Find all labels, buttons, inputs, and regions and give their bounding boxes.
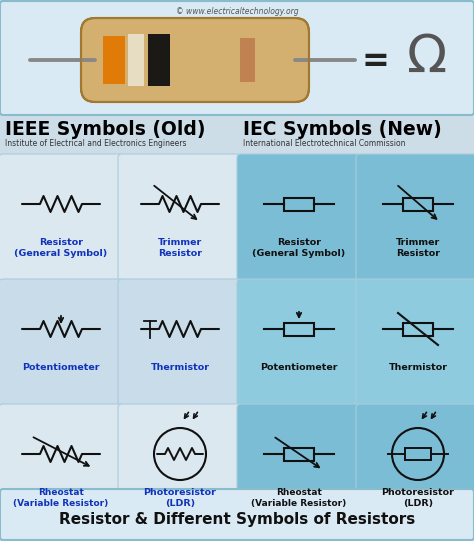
Text: Trimmer
Resistor: Trimmer Resistor (396, 238, 440, 258)
FancyBboxPatch shape (356, 404, 474, 532)
FancyBboxPatch shape (0, 154, 123, 282)
Text: Photoresistor
(LDR): Photoresistor (LDR) (144, 488, 217, 508)
Bar (405, 448, 431, 459)
Bar (284, 447, 314, 460)
FancyBboxPatch shape (118, 279, 242, 407)
FancyBboxPatch shape (237, 404, 361, 532)
Text: Resistor & Different Symbols of Resistors: Resistor & Different Symbols of Resistor… (59, 512, 415, 527)
FancyBboxPatch shape (0, 404, 123, 532)
Text: Photoresistor
(LDR): Photoresistor (LDR) (382, 488, 455, 508)
Bar (403, 197, 433, 210)
FancyBboxPatch shape (356, 279, 474, 407)
Text: Resistor
(General Symbol): Resistor (General Symbol) (252, 238, 346, 258)
FancyBboxPatch shape (0, 279, 123, 407)
FancyBboxPatch shape (118, 404, 242, 532)
Text: Rheostat
(Variable Resistor): Rheostat (Variable Resistor) (251, 488, 346, 508)
Text: Rheostat
(Variable Resistor): Rheostat (Variable Resistor) (13, 488, 109, 508)
FancyBboxPatch shape (0, 1, 474, 115)
Text: Trimmer
Resistor: Trimmer Resistor (158, 238, 202, 258)
Text: Thermistor: Thermistor (151, 363, 210, 372)
FancyBboxPatch shape (237, 279, 361, 407)
Text: Potentiometer: Potentiometer (22, 363, 100, 372)
Bar (403, 322, 433, 335)
FancyBboxPatch shape (118, 154, 242, 282)
Bar (103, 36, 125, 84)
Text: =: = (361, 45, 389, 78)
Text: Thermistor: Thermistor (389, 363, 447, 372)
Bar (148, 34, 170, 86)
Bar (128, 34, 144, 86)
Text: Potentiometer: Potentiometer (260, 363, 338, 372)
FancyBboxPatch shape (0, 489, 474, 540)
Bar (284, 322, 314, 335)
Bar (240, 38, 255, 82)
FancyBboxPatch shape (237, 154, 361, 282)
Bar (284, 197, 314, 210)
Text: International Electrotechnical Commission: International Electrotechnical Commissio… (243, 139, 405, 148)
Text: Ω: Ω (407, 32, 447, 84)
Text: © www.electricaltechnology.org: © www.electricaltechnology.org (176, 7, 298, 16)
FancyBboxPatch shape (356, 154, 474, 282)
Text: IEC Symbols (New): IEC Symbols (New) (243, 120, 442, 139)
Text: Institute of Electrical and Electronics Engineers: Institute of Electrical and Electronics … (5, 139, 186, 148)
Text: Resistor
(General Symbol): Resistor (General Symbol) (14, 238, 108, 258)
FancyBboxPatch shape (81, 18, 309, 102)
Text: IEEE Symbols (Old): IEEE Symbols (Old) (5, 120, 206, 139)
